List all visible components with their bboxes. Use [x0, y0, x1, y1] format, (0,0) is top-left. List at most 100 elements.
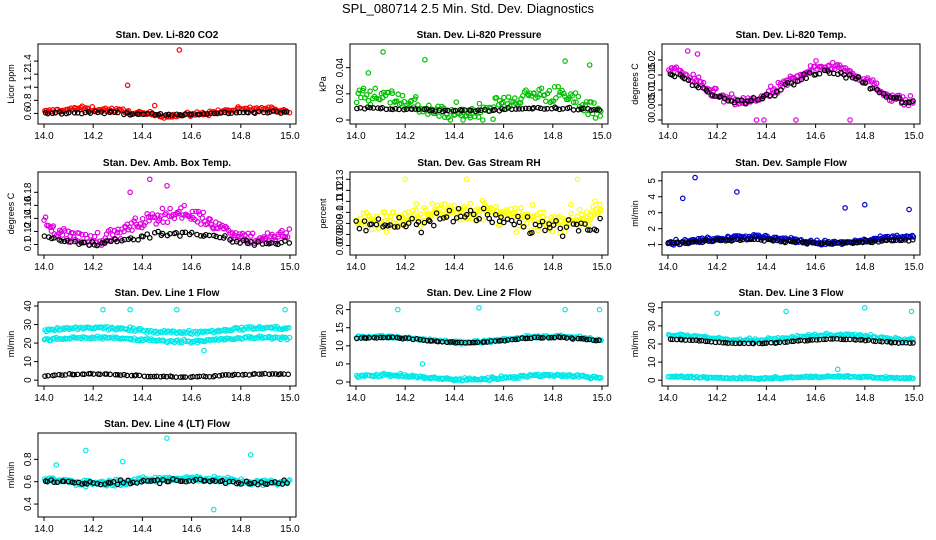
- data-point: [557, 334, 564, 341]
- data-point: [215, 327, 222, 334]
- data-point: [751, 236, 758, 243]
- data-point: [188, 229, 195, 236]
- data-point: [870, 338, 877, 344]
- data-point: [702, 237, 708, 244]
- data-point: [804, 337, 811, 344]
- data-point: [114, 481, 121, 488]
- data-point: [144, 211, 150, 217]
- x-tick-label: 14.8: [231, 393, 251, 404]
- data-point: [689, 337, 696, 344]
- data-point: [286, 109, 293, 116]
- data-point: [165, 478, 172, 485]
- data-point: [86, 242, 92, 248]
- data-point: [412, 94, 419, 100]
- data-point: [545, 334, 552, 341]
- data-point: [367, 104, 374, 111]
- y-axis-label: ml/min: [318, 331, 328, 358]
- chart-panel-5: Stan. Dev. Gas Stream RH 14.0 14.2 14.4 14.6…: [318, 158, 612, 273]
- outlier-point: [282, 306, 288, 313]
- x-tick-label: 14.4: [445, 262, 465, 273]
- x-tick-label: 14.0: [346, 393, 366, 404]
- data-point: [45, 372, 51, 379]
- outlier-point: [365, 70, 372, 76]
- data-point: [803, 75, 810, 82]
- data-point: [197, 233, 204, 239]
- y-tick-label: 10: [23, 356, 34, 368]
- data-point: [103, 371, 110, 377]
- data-point: [97, 371, 103, 378]
- data-point: [693, 337, 700, 343]
- y-axis-label: percent: [318, 198, 328, 229]
- data-point: [512, 336, 519, 343]
- data-point: [59, 232, 66, 238]
- outlier-point: [761, 117, 767, 123]
- data-point: [696, 338, 702, 344]
- data-point: [539, 218, 546, 225]
- data-point: [549, 228, 556, 235]
- y-tick-label: 0: [647, 117, 658, 123]
- x-tick-label: 14.8: [855, 393, 875, 404]
- data-point: [843, 75, 849, 81]
- data-point: [201, 110, 207, 117]
- data-point: [890, 237, 897, 244]
- data-point: [117, 326, 123, 332]
- x-tick-label: 14.4: [445, 131, 465, 142]
- data-point: [813, 337, 820, 343]
- y-tick-label: 15: [335, 322, 346, 334]
- data-point: [734, 236, 741, 243]
- data-point: [50, 223, 57, 229]
- data-point: [479, 197, 486, 204]
- data-point: [475, 107, 481, 114]
- data-point: [283, 109, 290, 115]
- data-point: [245, 109, 251, 116]
- data-point: [700, 79, 707, 86]
- data-point: [471, 375, 478, 382]
- x-tick-label: 14.6: [806, 393, 826, 404]
- data-point: [821, 67, 828, 74]
- outlier-point: [596, 306, 603, 313]
- data-point: [222, 371, 229, 378]
- data-point: [584, 227, 591, 233]
- data-point: [782, 239, 789, 246]
- data-point: [501, 94, 507, 101]
- chart-panel-7: Stan. Dev. Line 1 Flow 14.0 14.2 14.4 14.6 14…: [6, 288, 300, 404]
- data-point: [228, 327, 235, 334]
- data-point: [179, 229, 186, 236]
- data-point: [54, 479, 61, 486]
- outlier-point: [783, 308, 789, 315]
- data-point: [394, 224, 401, 230]
- data-point: [146, 235, 153, 241]
- y-tick-label: 0.11: [335, 192, 346, 211]
- data-point: [588, 107, 594, 113]
- plot-frame: [661, 43, 921, 125]
- data-point: [750, 95, 757, 101]
- data-point: [193, 208, 199, 215]
- data-point: [378, 334, 384, 341]
- data-point: [440, 215, 447, 221]
- outlier-point: [562, 58, 568, 64]
- y-tick-label: 3: [647, 209, 658, 215]
- x-tick-label: 14.4: [133, 131, 153, 142]
- data-point: [841, 240, 847, 246]
- chart-title: Stan. Dev. Line 2 Flow: [427, 288, 532, 299]
- data-point: [806, 239, 813, 245]
- x-tick-label: 15.0: [904, 262, 924, 273]
- outlier-point: [146, 176, 153, 183]
- data-point: [572, 90, 579, 96]
- data-point: [575, 93, 582, 100]
- data-point: [164, 219, 171, 226]
- data-point: [159, 205, 166, 212]
- data-point: [686, 337, 693, 343]
- data-point: [509, 336, 516, 343]
- data-point: [731, 99, 738, 106]
- data-point: [403, 223, 409, 230]
- data-point: [383, 106, 390, 113]
- x-tick-label: 14.8: [543, 393, 563, 404]
- data-point: [256, 371, 262, 377]
- data-point: [553, 105, 559, 112]
- data-point: [750, 340, 757, 347]
- data-point: [285, 371, 292, 378]
- data-point: [880, 90, 887, 97]
- data-point: [115, 109, 121, 116]
- x-tick-label: 15.0: [280, 131, 300, 142]
